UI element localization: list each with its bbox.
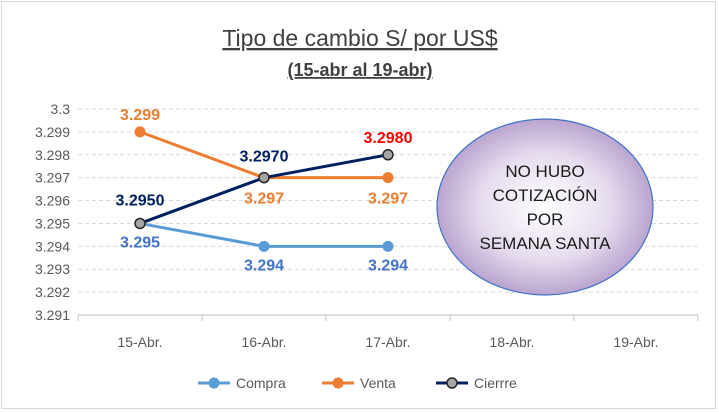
data-label-cierrre: 3.2950 (116, 192, 165, 209)
data-label-compra: 3.294 (244, 257, 284, 274)
legend-label: Venta (360, 375, 396, 391)
x-tick-label: 18-Abr. (489, 334, 534, 350)
data-label-compra: 3.295 (120, 234, 160, 251)
x-tick-label: 17-Abr. (365, 334, 410, 350)
y-tick-label: 3.299 (35, 124, 70, 140)
y-tick-label: 3.292 (35, 284, 70, 300)
y-tick-label: 3.294 (35, 238, 70, 254)
annotation-line: COTIZACIÓN (493, 186, 598, 205)
data-label-cierrre: 3.2970 (240, 149, 289, 166)
x-tick-label: 19-Abr. (613, 334, 658, 350)
data-label-venta: 3.297 (368, 191, 408, 208)
legend-swatch-marker (332, 377, 344, 389)
series-point-venta (134, 126, 146, 138)
x-tick-label: 15-Abr. (117, 334, 162, 350)
data-label-venta: 3.299 (120, 107, 160, 124)
y-tick-label: 3.296 (35, 193, 70, 209)
x-tick-label: 16-Abr. (241, 334, 286, 350)
annotation-line: NO HUBO (505, 162, 584, 181)
chart-title: Tipo de cambio S/ por US$ (222, 25, 497, 51)
y-tick-label: 3.291 (35, 307, 70, 323)
data-labels: 3.295 3.294 3.294 3.299 3.297 3.297 3.2950 3.29… (116, 107, 413, 274)
y-tick-label: 3.293 (35, 261, 70, 277)
legend-item-compra: Compra (198, 375, 286, 391)
series-point-cierrre (382, 149, 394, 161)
annotation-line: POR (527, 210, 564, 229)
series-point-cierrre (134, 217, 146, 230)
legend-item-venta: Venta (322, 375, 396, 391)
data-label-compra: 3.294 (368, 257, 408, 274)
chart-subtitle: (15-abr al 19-abr) (287, 60, 432, 80)
legend-label: Compra (236, 375, 286, 391)
data-label-venta: 3.297 (244, 191, 284, 208)
annotation-ellipse (436, 118, 654, 296)
series-point-cierrre (258, 171, 270, 184)
axes: 3.291 3.292 3.293 3.294 3.295 3.296 3.297 3.298… (35, 101, 699, 350)
annotation-text: NO HUBO COTIZACIÓN POR SEMANA SANTA (480, 162, 612, 253)
no-quote-annotation: NO HUBO COTIZACIÓN POR SEMANA SANTA (436, 118, 654, 296)
legend-item-cierrre: Cierrre (436, 375, 517, 391)
annotation-line: SEMANA SANTA (480, 234, 612, 253)
y-tick-label: 3.295 (35, 215, 70, 231)
legend: Compra Venta Cierrre (198, 375, 517, 391)
legend-swatch-marker (446, 377, 458, 389)
y-tick-label: 3.297 (35, 170, 70, 186)
y-tick-label: 3.298 (35, 147, 70, 163)
y-tick-label: 3.3 (51, 101, 71, 117)
series-group (134, 126, 394, 252)
data-label-cierrre: 3.2980 (364, 130, 413, 147)
series-point-venta (382, 172, 394, 184)
series-point-compra (382, 240, 394, 252)
legend-label: Cierrre (474, 375, 517, 391)
series-point-compra (258, 240, 270, 252)
legend-swatch-marker (208, 377, 220, 389)
